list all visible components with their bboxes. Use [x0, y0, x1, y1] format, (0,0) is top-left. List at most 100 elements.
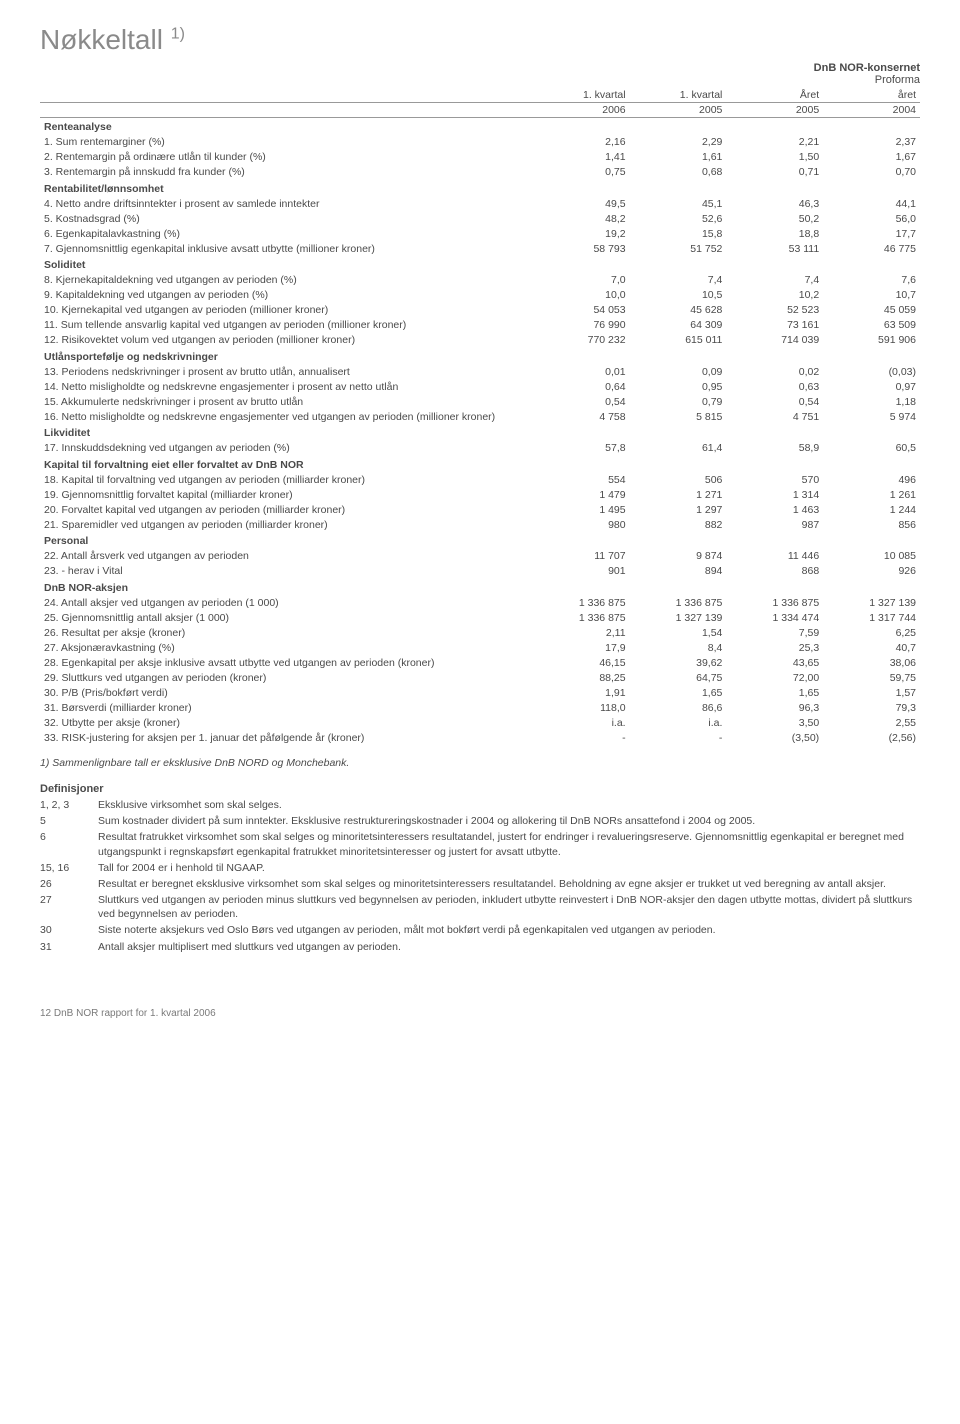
row-value: (3,50)	[726, 730, 823, 745]
row-label: 33. RISK-justering for aksjen per 1. jan…	[40, 730, 533, 745]
table-row: 18. Kapital til forvaltning ved utgangen…	[40, 472, 920, 487]
row-value: 882	[630, 517, 727, 532]
row-value: 1 495	[533, 502, 630, 517]
row-value: 2,55	[823, 715, 920, 730]
table-row: 17. Innskuddsdekning ved utgangen av per…	[40, 441, 920, 456]
row-value: 0,02	[726, 364, 823, 379]
table-row: 15. Akkumulerte nedskrivninger i prosent…	[40, 394, 920, 409]
row-label: 29. Sluttkurs ved utgangen av perioden (…	[40, 670, 533, 685]
definition-text: Resultat fratrukket virksomhet som skal …	[98, 830, 920, 858]
row-value: 17,9	[533, 640, 630, 655]
table-row: 30. P/B (Pris/bokført verdi)1,911,651,65…	[40, 685, 920, 700]
row-value: 1 336 875	[533, 595, 630, 610]
row-value: 118,0	[533, 700, 630, 715]
row-label: 1. Sum rentemarginer (%)	[40, 135, 533, 150]
row-value: 2,11	[533, 625, 630, 640]
row-value: 868	[726, 564, 823, 579]
row-value: 5 974	[823, 409, 920, 424]
row-value: 46 775	[823, 241, 920, 256]
row-value: 0,64	[533, 379, 630, 394]
row-value: 554	[533, 472, 630, 487]
table-body: Renteanalyse1. Sum rentemarginer (%)2,16…	[40, 118, 920, 746]
row-label: 7. Gjennomsnittlig egenkapital inklusive…	[40, 241, 533, 256]
definition-key: 30	[40, 923, 98, 937]
section-header: Soliditet	[40, 256, 920, 273]
row-value: 64 309	[630, 318, 727, 333]
row-value: 0,70	[823, 165, 920, 180]
table-row: 32. Utbytte per aksje (kroner)i.a.i.a.3,…	[40, 715, 920, 730]
row-value: 18,8	[726, 226, 823, 241]
row-value: 1 297	[630, 502, 727, 517]
table-row: 6. Egenkapitalavkastning (%)19,215,818,8…	[40, 226, 920, 241]
row-value: 1,65	[726, 685, 823, 700]
row-label: 5. Kostnadsgrad (%)	[40, 211, 533, 226]
row-value: 1,50	[726, 150, 823, 165]
row-value: 0,75	[533, 165, 630, 180]
table-row: 3. Rentemargin på innskudd fra kunder (%…	[40, 165, 920, 180]
row-value: 1,91	[533, 685, 630, 700]
row-value: 60,5	[823, 441, 920, 456]
row-label: 31. Børsverdi (milliarder kroner)	[40, 700, 533, 715]
definition-row: 1, 2, 3Eksklusive virksomhet som skal se…	[40, 798, 920, 812]
table-row: 19. Gjennomsnittlig forvaltet kapital (m…	[40, 487, 920, 502]
row-label: 3. Rentemargin på innskudd fra kunder (%…	[40, 165, 533, 180]
row-label: 16. Netto misligholdte og nedskrevne eng…	[40, 409, 533, 424]
table-row: 20. Forvaltet kapital ved utgangen av pe…	[40, 502, 920, 517]
row-value: 56,0	[823, 211, 920, 226]
row-value: 25,3	[726, 640, 823, 655]
row-value: 1 314	[726, 487, 823, 502]
row-value: 10,7	[823, 288, 920, 303]
table-row: 22. Antall årsverk ved utgangen av perio…	[40, 549, 920, 564]
row-value: 0,63	[726, 379, 823, 394]
section-header: Renteanalyse	[40, 118, 920, 135]
row-value: 17,7	[823, 226, 920, 241]
table-row: 5. Kostnadsgrad (%)48,252,650,256,0	[40, 211, 920, 226]
row-value: 0,54	[533, 394, 630, 409]
definition-text: Eksklusive virksomhet som skal selges.	[98, 798, 920, 812]
row-value: 7,6	[823, 273, 920, 288]
row-value: 45 628	[630, 303, 727, 318]
definition-text: Resultat er beregnet eksklusive virksomh…	[98, 877, 920, 891]
row-label: 26. Resultat per aksje (kroner)	[40, 625, 533, 640]
row-value: 10 085	[823, 549, 920, 564]
row-value: 1,67	[823, 150, 920, 165]
row-value: 96,3	[726, 700, 823, 715]
row-value: 73 161	[726, 318, 823, 333]
row-value: 43,65	[726, 655, 823, 670]
row-value: 2,37	[823, 135, 920, 150]
key-figures-table: 1. kvartal 1. kvartal Året året 2006 200…	[40, 88, 920, 745]
definition-text: Antall aksjer multiplisert med sluttkurs…	[98, 940, 920, 954]
definition-row: 30Siste noterte aksjekurs ved Oslo Børs …	[40, 923, 920, 937]
row-value: 45,1	[630, 196, 727, 211]
row-value: 1 261	[823, 487, 920, 502]
row-value: i.a.	[533, 715, 630, 730]
row-value: 894	[630, 564, 727, 579]
row-value: 7,4	[630, 273, 727, 288]
header-right: DnB NOR-konsernet Proforma	[40, 62, 920, 86]
row-value: 4 758	[533, 409, 630, 424]
table-row: 29. Sluttkurs ved utgangen av perioden (…	[40, 670, 920, 685]
footnote: 1) Sammenlignbare tall er eksklusive DnB…	[40, 757, 920, 769]
row-value: 54 053	[533, 303, 630, 318]
row-label: 4. Netto andre driftsinntekter i prosent…	[40, 196, 533, 211]
row-value: 58,9	[726, 441, 823, 456]
title-sup: 1)	[171, 26, 185, 43]
row-label: 32. Utbytte per aksje (kroner)	[40, 715, 533, 730]
table-row: 11. Sum tellende ansvarlig kapital ved u…	[40, 318, 920, 333]
row-value: i.a.	[630, 715, 727, 730]
table-row: 31. Børsverdi (milliarder kroner)118,086…	[40, 700, 920, 715]
definitions-title: Definisjoner	[40, 783, 920, 795]
row-label: 8. Kjernekapitaldekning ved utgangen av …	[40, 273, 533, 288]
definition-key: 15, 16	[40, 861, 98, 875]
section-header: Kapital til forvaltning eiet eller forva…	[40, 456, 920, 473]
table-row: 2. Rentemargin på ordinære utlån til kun…	[40, 150, 920, 165]
row-label: 6. Egenkapitalavkastning (%)	[40, 226, 533, 241]
row-value: 40,7	[823, 640, 920, 655]
row-label: 15. Akkumulerte nedskrivninger i prosent…	[40, 394, 533, 409]
row-value: 2,21	[726, 135, 823, 150]
table-head: 1. kvartal 1. kvartal Året året 2006 200…	[40, 88, 920, 118]
section-header: Likviditet	[40, 424, 920, 441]
row-value: 0,71	[726, 165, 823, 180]
row-value: 0,54	[726, 394, 823, 409]
proforma-label: Proforma	[875, 74, 920, 86]
